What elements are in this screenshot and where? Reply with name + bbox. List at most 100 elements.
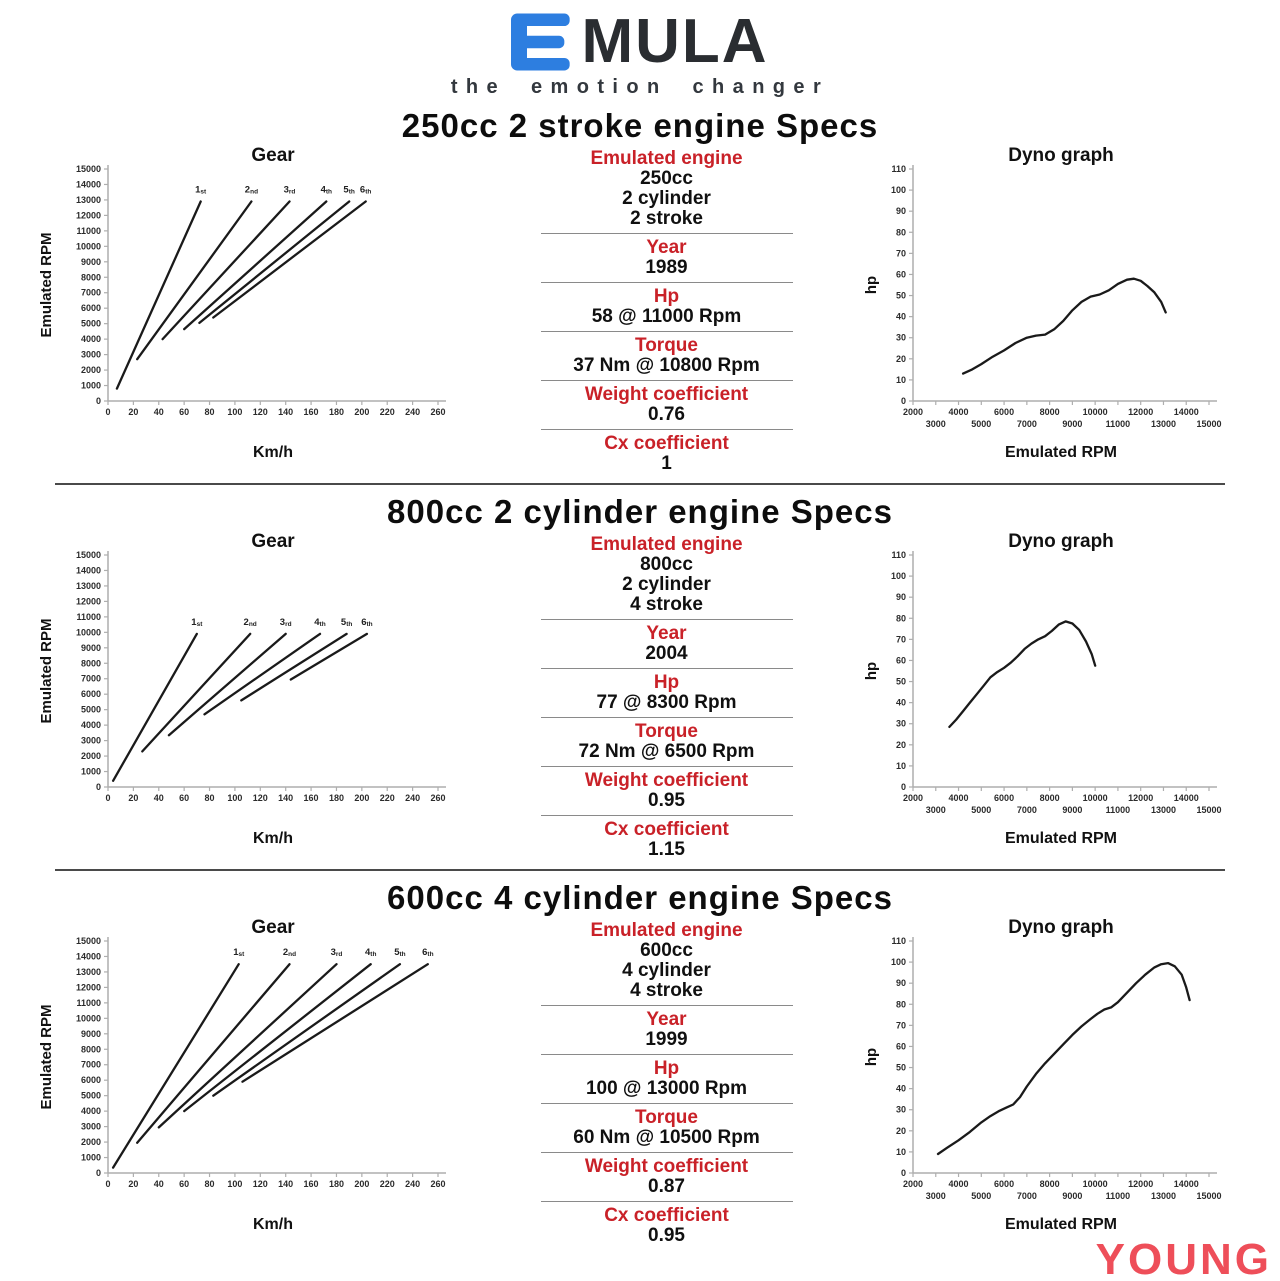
gear-line-label: 3rd (280, 617, 292, 628)
svg-text:7000: 7000 (81, 674, 101, 684)
spec-table: Emulated engine 600cc 4 cylinder 4 stroke Ye… (540, 919, 793, 1246)
section-divider (55, 869, 1225, 871)
svg-text:160: 160 (304, 793, 319, 803)
spec-label: Hp (653, 672, 680, 693)
svg-text:140: 140 (278, 407, 293, 417)
spec-group: Weight coefficient 0.76 (541, 385, 793, 425)
svg-text:2000: 2000 (81, 365, 101, 375)
svg-text:220: 220 (380, 407, 395, 417)
spec-divider (540, 331, 793, 332)
svg-text:10: 10 (896, 761, 906, 771)
svg-text:40: 40 (896, 312, 906, 322)
gear-line-label: 6th (360, 184, 371, 195)
svg-text:200: 200 (354, 407, 369, 417)
spec-label: Torque (635, 721, 698, 742)
svg-text:13000: 13000 (1151, 805, 1176, 815)
spec-label: Cx coefficient (604, 819, 729, 840)
svg-text:200: 200 (354, 1179, 369, 1189)
svg-text:14000: 14000 (76, 565, 101, 575)
svg-text:8000: 8000 (1040, 793, 1060, 803)
svg-text:11000: 11000 (76, 226, 101, 236)
gear-line-label: 1st (233, 947, 245, 958)
svg-text:9000: 9000 (81, 1029, 101, 1039)
young-machine-logo: YOUNG ヤングマシン MACHINE (1096, 1238, 1272, 1281)
svg-text:10000: 10000 (1083, 1179, 1108, 1189)
svg-text:40: 40 (896, 698, 906, 708)
gear-chart: Gear010002000300040005000600070008000900… (38, 531, 446, 847)
svg-text:4000: 4000 (81, 334, 101, 344)
gear-line-6th (289, 632, 369, 681)
spec-group: Year 2004 (541, 624, 793, 664)
svg-text:6000: 6000 (994, 793, 1014, 803)
svg-text:Dyno graph: Dyno graph (1008, 533, 1114, 552)
svg-text:10: 10 (896, 1147, 906, 1157)
spec-group: Cx coefficient 0.95 (541, 1206, 793, 1246)
spec-group: Weight coefficient 0.95 (541, 771, 793, 811)
svg-text:60: 60 (896, 1041, 906, 1051)
gear-line-label: 3rd (331, 947, 343, 958)
gear-line-1st (111, 632, 198, 782)
section-divider (55, 483, 1225, 485)
svg-text:110: 110 (891, 550, 906, 560)
gear-line-label: 2nd (245, 184, 258, 195)
svg-text:8000: 8000 (1040, 407, 1060, 417)
svg-text:10000: 10000 (76, 241, 101, 251)
svg-text:3000: 3000 (926, 805, 946, 815)
gear-line-label: 5th (343, 184, 354, 195)
svg-text:140: 140 (278, 793, 293, 803)
spec-group: Emulated engine 800cc 2 cylinder 4 stroke (541, 535, 793, 615)
gear-chart: Gear010002000300040005000600070008000900… (38, 917, 446, 1233)
gear-line-6th (212, 200, 367, 319)
spec-label: Cx coefficient (604, 433, 729, 454)
svg-text:14000: 14000 (1174, 1179, 1199, 1189)
svg-text:20: 20 (128, 407, 138, 417)
dyno-line-power (936, 961, 1191, 1156)
svg-text:15000: 15000 (1196, 805, 1221, 815)
gear-line-label: 6th (422, 947, 433, 958)
spec-label: Emulated engine (590, 920, 743, 941)
gear-line-label: 1st (195, 184, 207, 195)
svg-text:11000: 11000 (1106, 419, 1131, 429)
svg-text:12000: 12000 (1128, 793, 1153, 803)
svg-text:0: 0 (901, 1168, 906, 1178)
svg-text:2000: 2000 (903, 407, 923, 417)
dyno-line-power (948, 620, 1097, 729)
spec-group: Year 1989 (541, 238, 793, 278)
svg-text:70: 70 (896, 1020, 906, 1030)
svg-text:20: 20 (128, 793, 138, 803)
svg-text:0: 0 (105, 793, 110, 803)
spec-group: Hp 100 @ 13000 Rpm (541, 1059, 793, 1099)
spec-value: 0.95 (648, 790, 685, 811)
svg-text:5000: 5000 (971, 1191, 991, 1201)
svg-text:260: 260 (430, 407, 445, 417)
svg-text:260: 260 (430, 1179, 445, 1189)
gear-line-3rd (157, 963, 338, 1129)
spec-divider (540, 1054, 793, 1055)
spec-value: 2 cylinder (622, 188, 711, 209)
svg-text:4000: 4000 (949, 793, 969, 803)
spec-divider (540, 1103, 793, 1104)
spec-value: 250cc (640, 168, 693, 189)
gear-line-label: 5th (394, 947, 405, 958)
spec-group: Torque 37 Nm @ 10800 Rpm (541, 336, 793, 376)
svg-text:260: 260 (430, 793, 445, 803)
svg-text:80: 80 (896, 227, 906, 237)
spec-group: Hp 77 @ 8300 Rpm (541, 673, 793, 713)
dyno-line-power (961, 277, 1167, 375)
svg-text:110: 110 (891, 164, 906, 174)
gear-chart: Gear010002000300040005000600070008000900… (38, 145, 446, 461)
svg-text:Km/h: Km/h (253, 444, 293, 461)
svg-text:20: 20 (896, 740, 906, 750)
svg-text:100: 100 (891, 571, 906, 581)
svg-text:3000: 3000 (926, 419, 946, 429)
svg-text:13000: 13000 (76, 195, 101, 205)
svg-text:30: 30 (896, 719, 906, 729)
svg-text:4000: 4000 (81, 1106, 101, 1116)
svg-text:12000: 12000 (1128, 1179, 1153, 1189)
svg-text:Emulated RPM: Emulated RPM (1005, 444, 1117, 461)
svg-text:4000: 4000 (949, 407, 969, 417)
gear-line-label: 4th (365, 947, 376, 958)
svg-text:7000: 7000 (81, 1060, 101, 1070)
dyno-chart-figure: Dyno graph 0 10 20 30 40 50 60 70 80 90 100 110 2000 3… (863, 145, 1225, 470)
svg-text:5000: 5000 (81, 319, 101, 329)
